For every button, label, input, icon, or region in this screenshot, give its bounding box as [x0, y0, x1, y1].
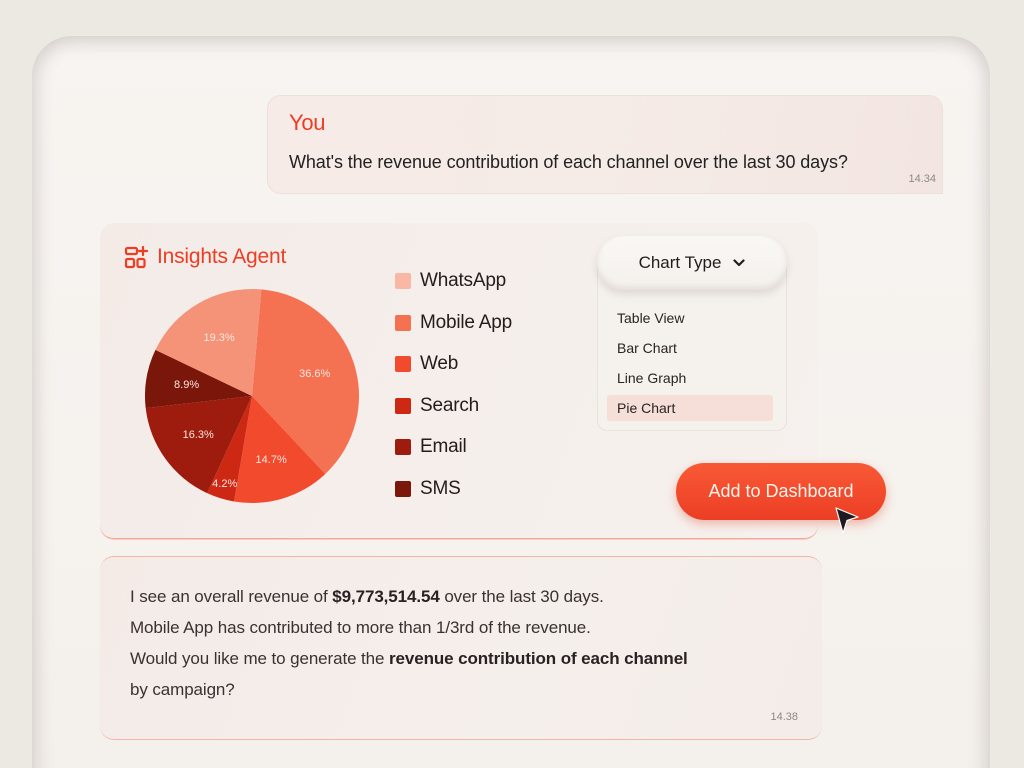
chart-type-option[interactable]: Line Graph — [617, 370, 687, 386]
message-timestamp: 14.38 — [770, 711, 798, 723]
pie-slice-label: 8.9% — [174, 379, 200, 392]
pie-slice[interactable] — [234, 396, 326, 503]
legend-swatch — [395, 397, 411, 414]
text: Would you like me to generate the — [130, 649, 389, 668]
chevron-down-icon — [733, 259, 746, 267]
pie-chart — [145, 289, 359, 503]
user-message-text: What's the revenue contribution of each … — [289, 152, 848, 172]
legend-item: SMS — [395, 477, 512, 499]
pie-slice-label: 19.3% — [203, 332, 235, 345]
pie-slice[interactable] — [207, 396, 252, 502]
chart-type-option[interactable]: Pie Chart — [607, 395, 773, 421]
legend-swatch — [395, 314, 411, 331]
legend-swatch — [395, 273, 411, 289]
total-revenue: $9,773,514.54 — [332, 587, 440, 606]
text: over the last 30 days. — [439, 587, 604, 606]
response-text: I see an overall revenue of $9,773,514.5… — [130, 585, 688, 709]
chart-type-options: Table View Bar Chart Line Graph Pie Chart — [607, 305, 773, 425]
legend-swatch — [395, 480, 411, 497]
suggestion-highlight: revenue contribution of each channel — [389, 649, 688, 668]
insights-agent-card: Insights Agent 36.6% 14.7% 4.2% 16.3% 8.9% 19… — [100, 223, 886, 539]
pie-slice[interactable] — [155, 289, 262, 396]
sender-name: You — [289, 110, 326, 135]
pie-slice[interactable] — [252, 289, 359, 474]
dashboard-add-icon — [124, 245, 148, 269]
response-line-3: Would you like me to generate the revenu… — [130, 647, 688, 678]
legend-item: Search — [395, 394, 512, 416]
agent-response-bubble: I see an overall revenue of $9,773,514.5… — [100, 556, 822, 740]
legend-item: WhatsApp — [395, 270, 512, 291]
chart-type-option[interactable]: Table View — [617, 310, 685, 326]
add-to-dashboard-button[interactable]: Add to Dashboard — [676, 463, 886, 520]
legend-label: Search — [420, 394, 480, 416]
legend-item: Email — [395, 436, 512, 458]
pie-slice-label: 16.3% — [182, 428, 214, 441]
chart-type-option[interactable]: Bar Chart — [617, 340, 677, 356]
pie-slice-label: 4.2% — [212, 477, 238, 490]
legend-label: WhatsApp — [420, 270, 507, 291]
dropdown-label: Chart Type — [638, 253, 722, 272]
response-line-4: by campaign? — [130, 680, 235, 699]
agent-name: Insights Agent — [157, 245, 287, 268]
legend-swatch — [395, 356, 411, 373]
user-message-bubble: You What's the revenue contribution of e… — [267, 95, 943, 194]
message-timestamp: 14.34 — [908, 173, 936, 185]
legend-item: Mobile App — [395, 311, 513, 333]
agent-header: Insights Agent — [124, 245, 286, 269]
legend-label: Mobile App — [420, 311, 513, 333]
legend-label: Web — [420, 353, 459, 375]
text: I see an overall revenue of — [130, 587, 333, 606]
pie-slice-label: 14.7% — [255, 453, 287, 466]
legend-item: Web — [395, 353, 512, 375]
pie-slice[interactable] — [145, 349, 252, 409]
pie-slice-label: 36.6% — [299, 368, 331, 381]
legend-label: SMS — [420, 477, 461, 499]
legend-label: Email — [420, 436, 467, 458]
response-line-2: Mobile App has contributed to more than … — [130, 618, 591, 637]
legend-swatch — [395, 439, 411, 456]
pie-slice[interactable] — [145, 396, 252, 494]
response-line-1: I see an overall revenue of $9,773,514.5… — [130, 585, 688, 616]
chart-legend: WhatsApp Mobile App Web Search Email SMS — [395, 270, 513, 521]
mouse-pointer-icon — [835, 507, 859, 534]
chart-type-dropdown[interactable]: Chart Type — [597, 236, 787, 290]
